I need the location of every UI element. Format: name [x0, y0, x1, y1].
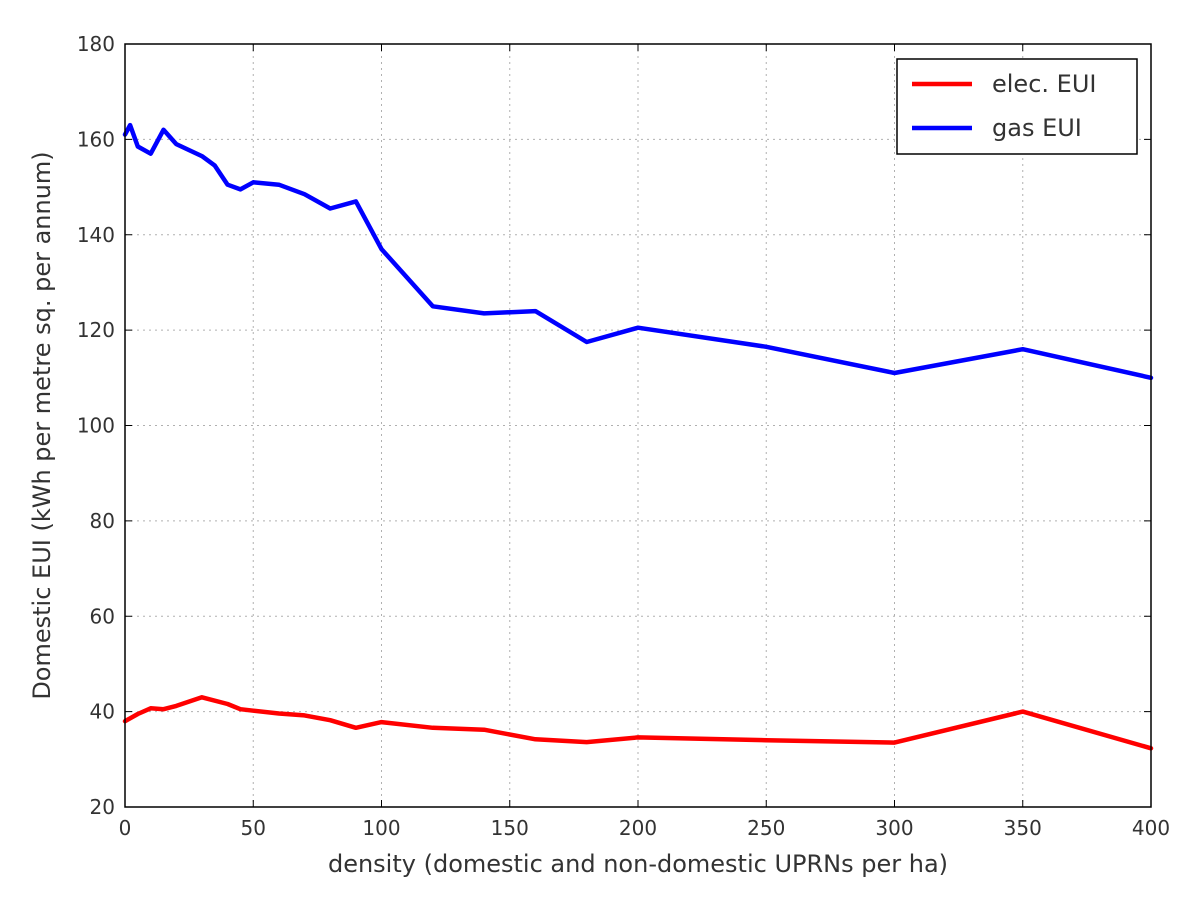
- y-tick-label-40: 40: [90, 700, 115, 724]
- grid: [125, 44, 1151, 807]
- x-tick-label-100: 100: [362, 816, 400, 840]
- x-tick-label-400: 400: [1132, 816, 1170, 840]
- legend-label-elec: elec. EUI: [992, 70, 1096, 98]
- legend-label-gas: gas EUI: [992, 114, 1082, 142]
- y-tick-label-100: 100: [77, 414, 115, 438]
- x-tick-label-200: 200: [619, 816, 657, 840]
- x-tick-label-250: 250: [747, 816, 785, 840]
- y-tick-label-140: 140: [77, 223, 115, 247]
- legend: elec. EUI gas EUI: [896, 58, 1138, 155]
- x-tick-label-0: 0: [119, 816, 132, 840]
- x-axis-label: density (domestic and non-domestic UPRNs…: [328, 850, 948, 878]
- y-tick-label-80: 80: [90, 509, 115, 533]
- y-axis-label: Domestic EUI (kWh per metre sq. per annu…: [28, 151, 56, 699]
- y-tick-label-160: 160: [77, 127, 115, 151]
- series-layer: [122, 122, 1154, 751]
- legend-box: [896, 58, 1138, 155]
- y-tick-label-120: 120: [77, 318, 115, 342]
- x-tick-label-50: 50: [241, 816, 266, 840]
- y-tick-label-20: 20: [90, 795, 115, 819]
- y-tick-label-60: 60: [90, 604, 115, 628]
- ticks: 0 50 100 150 200 250 300 350 400 20 40 60 80 100 120 14…: [77, 32, 1170, 840]
- series-line-gas: [122, 122, 1154, 381]
- x-tick-label-300: 300: [875, 816, 913, 840]
- x-tick-label-350: 350: [1004, 816, 1042, 840]
- y-tick-label-180: 180: [77, 32, 115, 56]
- series-line-elec: [122, 695, 1154, 751]
- x-tick-label-150: 150: [491, 816, 529, 840]
